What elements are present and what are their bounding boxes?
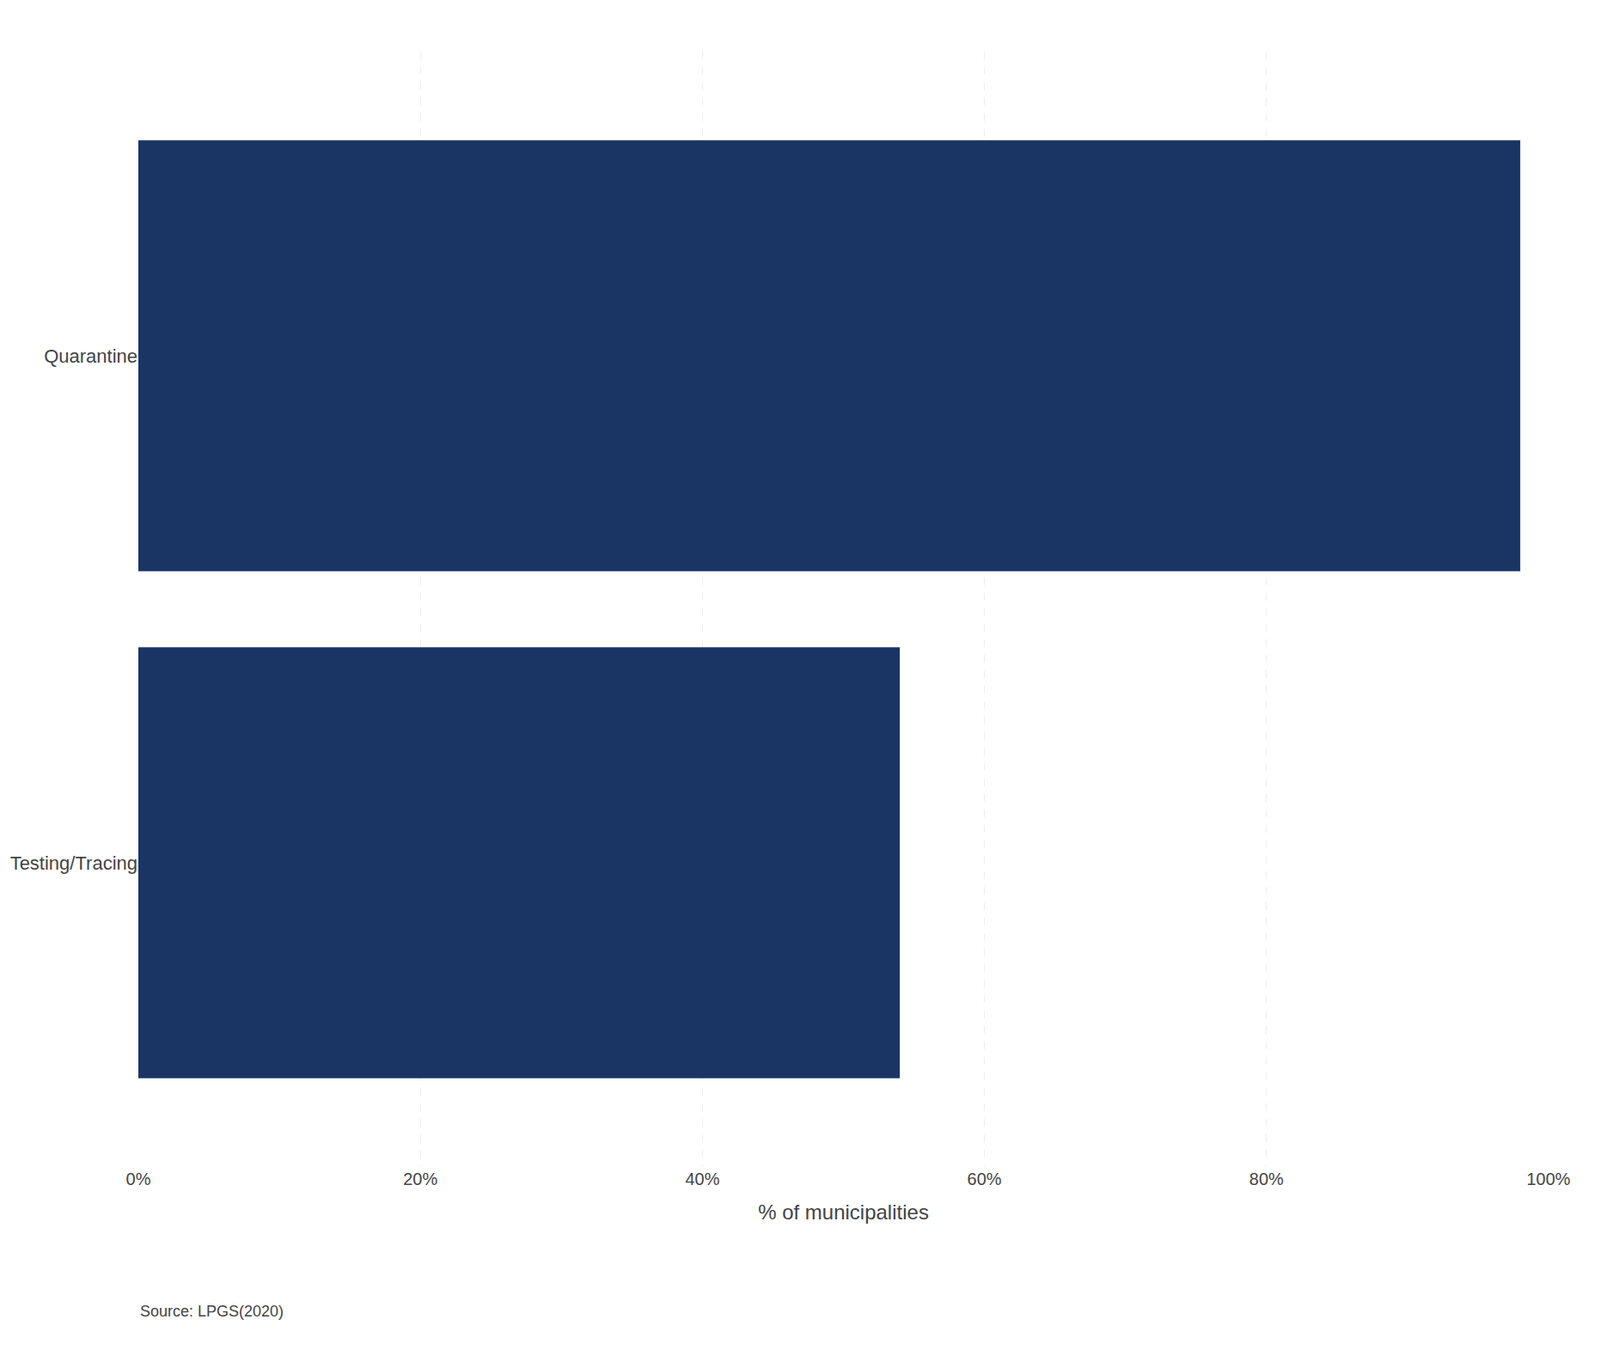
- svg-text:100%: 100%: [1526, 1169, 1570, 1189]
- svg-text:20%: 20%: [403, 1169, 438, 1189]
- svg-text:Testing/Tracing: Testing/Tracing: [10, 852, 138, 874]
- svg-text:40%: 40%: [684, 1169, 720, 1189]
- svg-text:% of municipalities: % of municipalities: [757, 1200, 929, 1224]
- svg-text:Source: LPGS(2020): Source: LPGS(2020): [140, 1302, 284, 1320]
- svg-text:Quarantine: Quarantine: [43, 345, 138, 367]
- svg-text:0%: 0%: [126, 1169, 152, 1189]
- svg-text:60%: 60%: [967, 1169, 1002, 1189]
- svg-text:80%: 80%: [1249, 1169, 1284, 1189]
